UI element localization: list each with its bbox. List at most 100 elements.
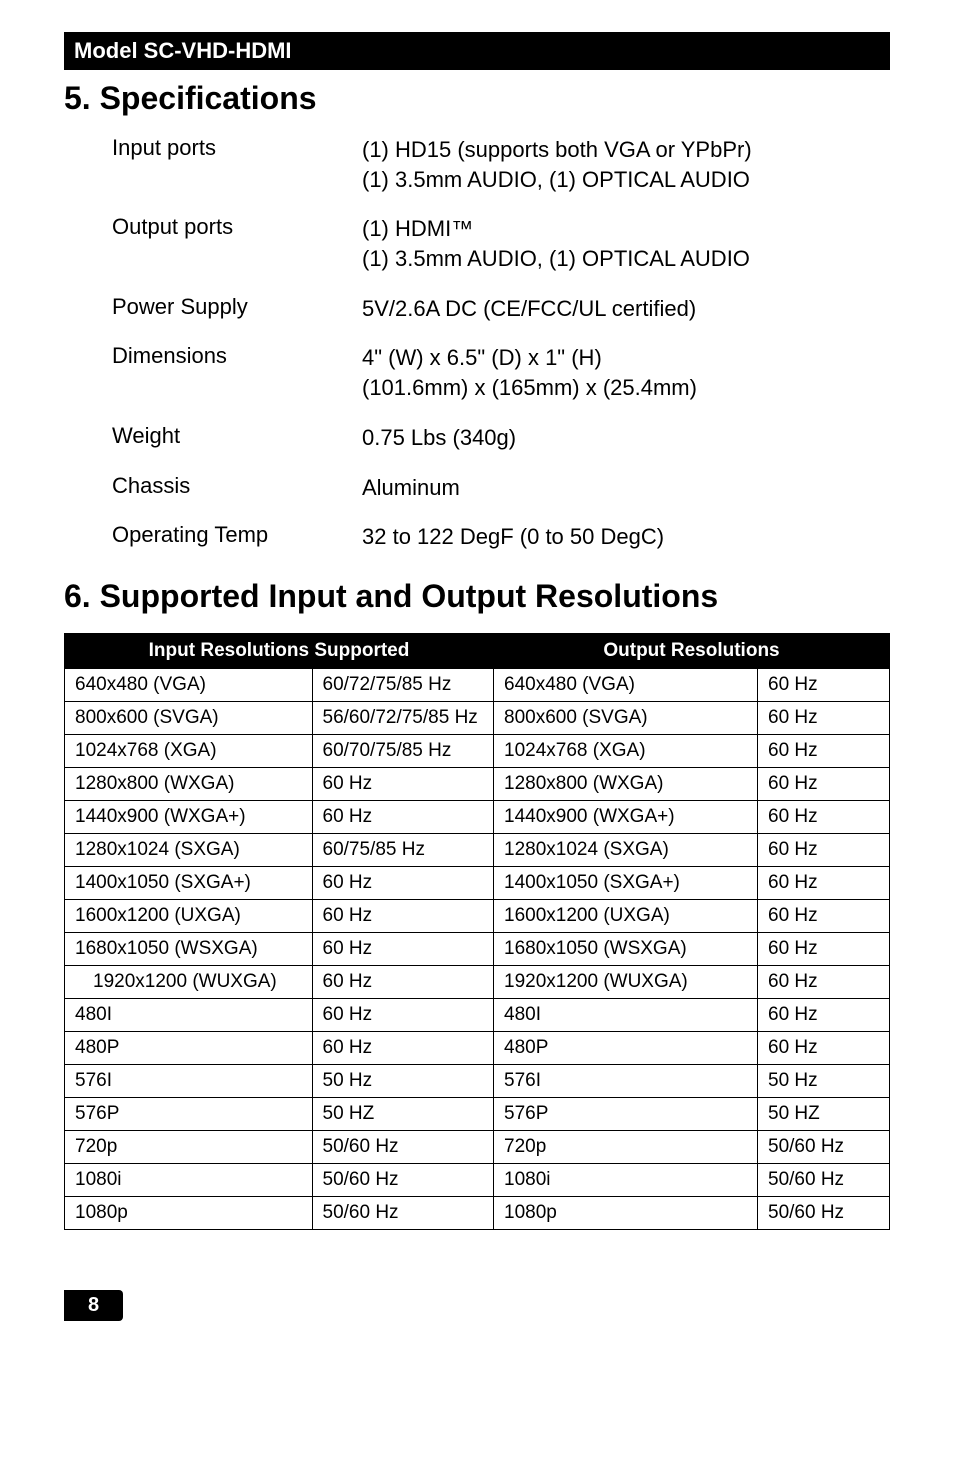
table-row: 1080i50/60 Hz1080i50/60 Hz — [65, 1163, 890, 1196]
table-row: 1080p50/60 Hz1080p50/60 Hz — [65, 1196, 890, 1229]
cell-input-hz: 60 Hz — [312, 932, 494, 965]
page-number: 8 — [64, 1290, 123, 1321]
cell-input-hz: 60 Hz — [312, 965, 494, 998]
spec-label: Input ports — [112, 135, 362, 194]
cell-input-hz: 50/60 Hz — [312, 1196, 494, 1229]
cell-input-resolution: 800x600 (SVGA) — [65, 701, 313, 734]
cell-input-hz: 60/70/75/85 Hz — [312, 734, 494, 767]
spec-row: Weight0.75 Lbs (340g) — [112, 423, 890, 453]
table-row: 480I60 Hz480I60 Hz — [65, 998, 890, 1031]
cell-input-resolution: 1024x768 (XGA) — [65, 734, 313, 767]
cell-input-resolution: 1600x1200 (UXGA) — [65, 899, 313, 932]
cell-output-resolution: 480I — [494, 998, 758, 1031]
cell-output-hz: 60 Hz — [758, 965, 890, 998]
cell-output-resolution: 1280x800 (WXGA) — [494, 767, 758, 800]
cell-input-resolution: 1920x1200 (WUXGA) — [65, 965, 313, 998]
spec-row: Power Supply5V/2.6A DC (CE/FCC/UL certif… — [112, 294, 890, 324]
spec-row: Operating Temp32 to 122 DegF (0 to 50 De… — [112, 522, 890, 552]
cell-output-resolution: 1080i — [494, 1163, 758, 1196]
cell-output-resolution: 1600x1200 (UXGA) — [494, 899, 758, 932]
cell-input-resolution: 480I — [65, 998, 313, 1031]
cell-input-hz: 60/72/75/85 Hz — [312, 668, 494, 701]
cell-output-hz: 60 Hz — [758, 998, 890, 1031]
cell-input-resolution: 1440x900 (WXGA+) — [65, 800, 313, 833]
cell-input-hz: 50/60 Hz — [312, 1130, 494, 1163]
specifications-block: Input ports(1) HD15 (supports both VGA o… — [64, 135, 890, 552]
cell-input-resolution: 480P — [65, 1031, 313, 1064]
table-row: 480P60 Hz480P60 Hz — [65, 1031, 890, 1064]
spec-value: (1) HDMI™(1) 3.5mm AUDIO, (1) OPTICAL AU… — [362, 214, 750, 273]
cell-input-hz: 56/60/72/75/85 Hz — [312, 701, 494, 734]
spec-row: Dimensions4" (W) x 6.5" (D) x 1" (H)(101… — [112, 343, 890, 402]
cell-input-hz: 60 Hz — [312, 899, 494, 932]
cell-output-resolution: 480P — [494, 1031, 758, 1064]
cell-output-resolution: 576I — [494, 1064, 758, 1097]
spec-label: Dimensions — [112, 343, 362, 402]
table-row: 1680x1050 (WSXGA)60 Hz1680x1050 (WSXGA)6… — [65, 932, 890, 965]
cell-output-resolution: 1440x900 (WXGA+) — [494, 800, 758, 833]
cell-input-hz: 60 Hz — [312, 767, 494, 800]
cell-input-resolution: 640x480 (VGA) — [65, 668, 313, 701]
cell-input-resolution: 1080p — [65, 1196, 313, 1229]
cell-input-hz: 50 HZ — [312, 1097, 494, 1130]
model-bar: Model SC-VHD-HDMI — [64, 32, 890, 70]
cell-output-hz: 60 Hz — [758, 833, 890, 866]
cell-output-hz: 60 Hz — [758, 767, 890, 800]
cell-input-hz: 50 Hz — [312, 1064, 494, 1097]
cell-output-hz: 60 Hz — [758, 734, 890, 767]
table-row: 1024x768 (XGA)60/70/75/85 Hz1024x768 (XG… — [65, 734, 890, 767]
section5-heading: 5. Specifications — [64, 80, 890, 117]
table-header-row: Input Resolutions Supported Output Resol… — [65, 633, 890, 668]
cell-output-resolution: 1920x1200 (WUXGA) — [494, 965, 758, 998]
table-row: 1280x800 (WXGA)60 Hz1280x800 (WXGA)60 Hz — [65, 767, 890, 800]
cell-output-hz: 60 Hz — [758, 800, 890, 833]
cell-output-resolution: 720p — [494, 1130, 758, 1163]
cell-output-hz: 50/60 Hz — [758, 1163, 890, 1196]
table-row: 1920x1200 (WUXGA)60 Hz1920x1200 (WUXGA)6… — [65, 965, 890, 998]
spec-value: 0.75 Lbs (340g) — [362, 423, 516, 453]
spec-value: Aluminum — [362, 473, 460, 503]
header-output-resolutions: Output Resolutions — [494, 633, 890, 668]
table-row: 720p50/60 Hz720p50/60 Hz — [65, 1130, 890, 1163]
page-number-wrap: 8 — [64, 1290, 890, 1321]
resolutions-table: Input Resolutions Supported Output Resol… — [64, 633, 890, 1230]
spec-value: 4" (W) x 6.5" (D) x 1" (H)(101.6mm) x (1… — [362, 343, 697, 402]
cell-output-resolution: 1280x1024 (SXGA) — [494, 833, 758, 866]
cell-input-hz: 60 Hz — [312, 1031, 494, 1064]
spec-row: Input ports(1) HD15 (supports both VGA o… — [112, 135, 890, 194]
cell-output-resolution: 800x600 (SVGA) — [494, 701, 758, 734]
cell-output-resolution: 576P — [494, 1097, 758, 1130]
table-row: 640x480 (VGA)60/72/75/85 Hz640x480 (VGA)… — [65, 668, 890, 701]
spec-label: Output ports — [112, 214, 362, 273]
table-row: 1440x900 (WXGA+)60 Hz1440x900 (WXGA+)60 … — [65, 800, 890, 833]
spec-row: ChassisAluminum — [112, 473, 890, 503]
cell-input-resolution: 576P — [65, 1097, 313, 1130]
cell-input-hz: 60 Hz — [312, 800, 494, 833]
header-input-resolutions: Input Resolutions Supported — [65, 633, 494, 668]
spec-label: Chassis — [112, 473, 362, 503]
cell-output-resolution: 640x480 (VGA) — [494, 668, 758, 701]
cell-input-resolution: 1080i — [65, 1163, 313, 1196]
cell-output-hz: 50 Hz — [758, 1064, 890, 1097]
cell-input-resolution: 1280x1024 (SXGA) — [65, 833, 313, 866]
spec-value: 5V/2.6A DC (CE/FCC/UL certified) — [362, 294, 696, 324]
cell-input-hz: 60 Hz — [312, 866, 494, 899]
cell-output-resolution: 1680x1050 (WSXGA) — [494, 932, 758, 965]
cell-output-resolution: 1024x768 (XGA) — [494, 734, 758, 767]
table-row: 1280x1024 (SXGA)60/75/85 Hz1280x1024 (SX… — [65, 833, 890, 866]
page: Model SC-VHD-HDMI 5. Specifications Inpu… — [0, 0, 954, 1361]
cell-input-hz: 50/60 Hz — [312, 1163, 494, 1196]
cell-input-hz: 60/75/85 Hz — [312, 833, 494, 866]
cell-input-resolution: 720p — [65, 1130, 313, 1163]
cell-output-resolution: 1080p — [494, 1196, 758, 1229]
cell-output-hz: 60 Hz — [758, 701, 890, 734]
section6-heading: 6. Supported Input and Output Resolution… — [64, 578, 890, 615]
cell-input-resolution: 1280x800 (WXGA) — [65, 767, 313, 800]
cell-input-resolution: 1680x1050 (WSXGA) — [65, 932, 313, 965]
spec-label: Operating Temp — [112, 522, 362, 552]
cell-output-resolution: 1400x1050 (SXGA+) — [494, 866, 758, 899]
spec-label: Power Supply — [112, 294, 362, 324]
table-row: 1600x1200 (UXGA)60 Hz1600x1200 (UXGA)60 … — [65, 899, 890, 932]
table-row: 576P50 HZ576P50 HZ — [65, 1097, 890, 1130]
cell-output-hz: 50/60 Hz — [758, 1130, 890, 1163]
